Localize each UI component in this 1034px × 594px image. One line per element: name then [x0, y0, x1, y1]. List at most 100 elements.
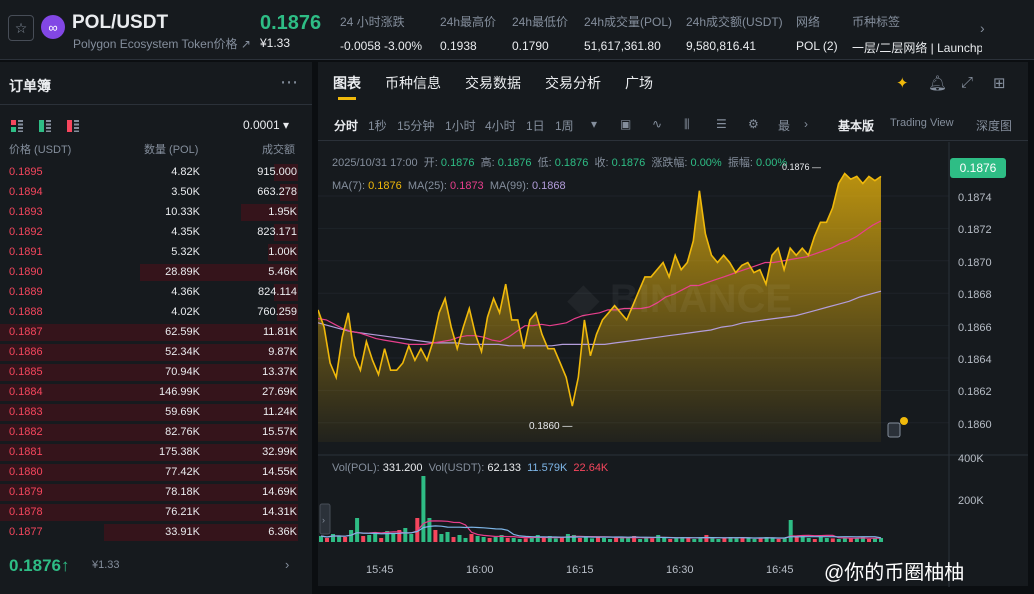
chart-settings-icon[interactable]: ☰ — [716, 117, 727, 131]
ask-row[interactable]: 0.1894 3.50K 663.278 — [0, 182, 312, 202]
interval-15m[interactable]: 15分钟 — [397, 119, 435, 133]
collapse-handle[interactable] — [319, 503, 331, 535]
volume-bar — [662, 538, 667, 542]
y-tick: 0.1872 — [958, 224, 992, 237]
ask-row[interactable]: 0.1878 76.21K 14.31K — [0, 502, 312, 522]
layout-grid-icon[interactable]: ⊞ — [993, 75, 1006, 92]
pair-title[interactable]: POL/USDT — [72, 12, 169, 33]
tab-chart[interactable]: 图表 — [333, 75, 361, 91]
orderbook-both-view-icon[interactable] — [11, 120, 23, 132]
volume-bar — [764, 537, 769, 542]
expand-icon[interactable]: ⤢ — [961, 74, 974, 91]
view-basic[interactable]: 基本版 — [838, 119, 875, 133]
view-tradingview[interactable]: Trading View — [890, 117, 954, 129]
tick-size-select[interactable]: 0.0001 ▾ — [243, 118, 290, 132]
event-marker-icon[interactable] — [887, 422, 901, 438]
favorite-star-icon[interactable]: ☆ — [8, 15, 34, 41]
ask-total: 27.69K — [262, 386, 297, 398]
ask-qty: 146.99K — [159, 386, 200, 398]
ohlc-legend: 2025/10/31 17:00 开: 0.1876 高: 0.1876 低: … — [332, 157, 788, 169]
volume-bar — [391, 533, 396, 542]
ask-price: 0.1888 — [9, 306, 43, 318]
orderbook-title: 订单簿 — [9, 78, 51, 94]
ask-row[interactable]: 0.1884 146.99K 27.69K — [0, 382, 312, 402]
ask-row[interactable]: 0.1887 62.59K 11.81K — [0, 322, 312, 342]
volume-bar — [355, 518, 360, 542]
current-price-usd: ¥1.33 — [92, 559, 120, 571]
ask-row[interactable]: 0.1886 52.34K 9.87K — [0, 342, 312, 362]
ask-row[interactable]: 0.1881 175.38K 32.99K — [0, 442, 312, 462]
volume-bar — [379, 538, 384, 542]
bell-icon[interactable]: 🔔︎ — [928, 75, 948, 92]
ask-row[interactable]: 0.1890 28.89K 5.46K — [0, 262, 312, 282]
ma-legend: MA(7): 0.1876 MA(25): 0.1873 MA(99): 0.1… — [332, 180, 566, 192]
calendar-icon[interactable]: ▣ — [620, 117, 632, 131]
chevron-right-icon[interactable]: › — [804, 117, 808, 131]
price-chart[interactable]: › ◆ BINANCE — [318, 142, 1028, 587]
more-options-icon[interactable]: ⋯ — [280, 72, 298, 92]
volume-bar — [650, 538, 655, 542]
volume-bar — [644, 537, 649, 542]
ask-row[interactable]: 0.1891 5.32K 1.00K — [0, 242, 312, 262]
col-header-qty: 数量 (POL) — [144, 144, 199, 156]
tab-trading-data[interactable]: 交易数据 — [465, 75, 521, 91]
gear-icon[interactable]: ⚙ — [748, 117, 759, 131]
depth-bar — [0, 504, 298, 521]
ask-row[interactable]: 0.1882 82.76K 15.57K — [0, 422, 312, 442]
stat-coin-tags[interactable]: 币种标签 一层/二层网络 | Launchp — [852, 15, 982, 55]
interval-1w[interactable]: 1周 — [555, 119, 574, 133]
volume-tick: 200K — [958, 495, 984, 507]
interval-1s[interactable]: 1秒 — [368, 119, 387, 133]
interval-4h[interactable]: 4小时 — [485, 119, 516, 133]
stat-network[interactable]: 网络 POL (2) — [796, 15, 838, 53]
ask-price: 0.1891 — [9, 246, 43, 258]
ask-row[interactable]: 0.1895 4.82K 915.000 — [0, 162, 312, 182]
ask-price: 0.1890 — [9, 266, 43, 278]
chevron-right-icon[interactable]: › — [285, 557, 290, 572]
volume-bar — [493, 537, 498, 542]
y-tick: 0.1866 — [958, 321, 992, 334]
volume-bar — [626, 537, 631, 542]
ask-total: 14.31K — [262, 506, 297, 518]
pair-subtitle-link[interactable]: Polygon Ecosystem Token价格 ↗ — [73, 37, 251, 51]
view-depth[interactable]: 深度图 — [976, 119, 1013, 133]
candle-type-icon[interactable]: ⫼ — [684, 117, 690, 131]
ask-row[interactable]: 0.1893 10.33K 1.95K — [0, 202, 312, 222]
interval-1h[interactable]: 1小时 — [445, 119, 476, 133]
ask-row[interactable]: 0.1883 59.69K 11.24K — [0, 402, 312, 422]
ai-sparkle-icon[interactable]: ✦ — [896, 75, 909, 92]
volume-bar — [583, 536, 588, 542]
ask-price: 0.1877 — [9, 526, 43, 538]
tab-trading-analysis[interactable]: 交易分析 — [545, 75, 601, 91]
volume-bar — [812, 539, 817, 542]
ask-row[interactable]: 0.1892 4.35K 823.171 — [0, 222, 312, 242]
ask-row[interactable]: 0.1888 4.02K 760.259 — [0, 302, 312, 322]
tab-square[interactable]: 广场 — [625, 75, 653, 91]
interval-dropdown-icon[interactable]: ▾ — [591, 117, 598, 131]
indicator-icon[interactable]: ∿ — [652, 117, 663, 131]
volume-bar — [800, 536, 805, 542]
depth-bar — [241, 204, 298, 221]
chevron-right-icon[interactable]: › — [322, 515, 325, 525]
orderbook-bids-view-icon[interactable] — [39, 120, 51, 132]
chevron-right-icon[interactable]: › — [980, 20, 985, 36]
depth-bar — [104, 524, 298, 541]
ask-row[interactable]: 0.1880 77.42K 14.55K — [0, 462, 312, 482]
orderbook-asks-view-icon[interactable] — [67, 120, 79, 132]
ask-total: 9.87K — [268, 346, 297, 358]
more-menu[interactable]: 最 — [778, 119, 791, 133]
interval-1d[interactable]: 1日 — [526, 119, 545, 133]
volume-bar — [565, 534, 570, 542]
tab-coin-info[interactable]: 币种信息 — [385, 75, 441, 91]
ask-row[interactable]: 0.1879 78.18K 14.69K — [0, 482, 312, 502]
volume-bar — [602, 538, 606, 542]
volume-bar — [836, 539, 841, 542]
ask-row[interactable]: 0.1885 70.94K 13.37K — [0, 362, 312, 382]
ask-row[interactable]: 0.1877 33.91K 6.36K — [0, 522, 312, 542]
ask-row[interactable]: 0.1889 4.36K 824.114 — [0, 282, 312, 302]
volume-bar — [553, 538, 558, 542]
volume-bar — [734, 538, 739, 542]
interval-line[interactable]: 分时 — [334, 119, 359, 133]
volume-bar — [559, 537, 564, 542]
volume-bar — [710, 538, 715, 542]
